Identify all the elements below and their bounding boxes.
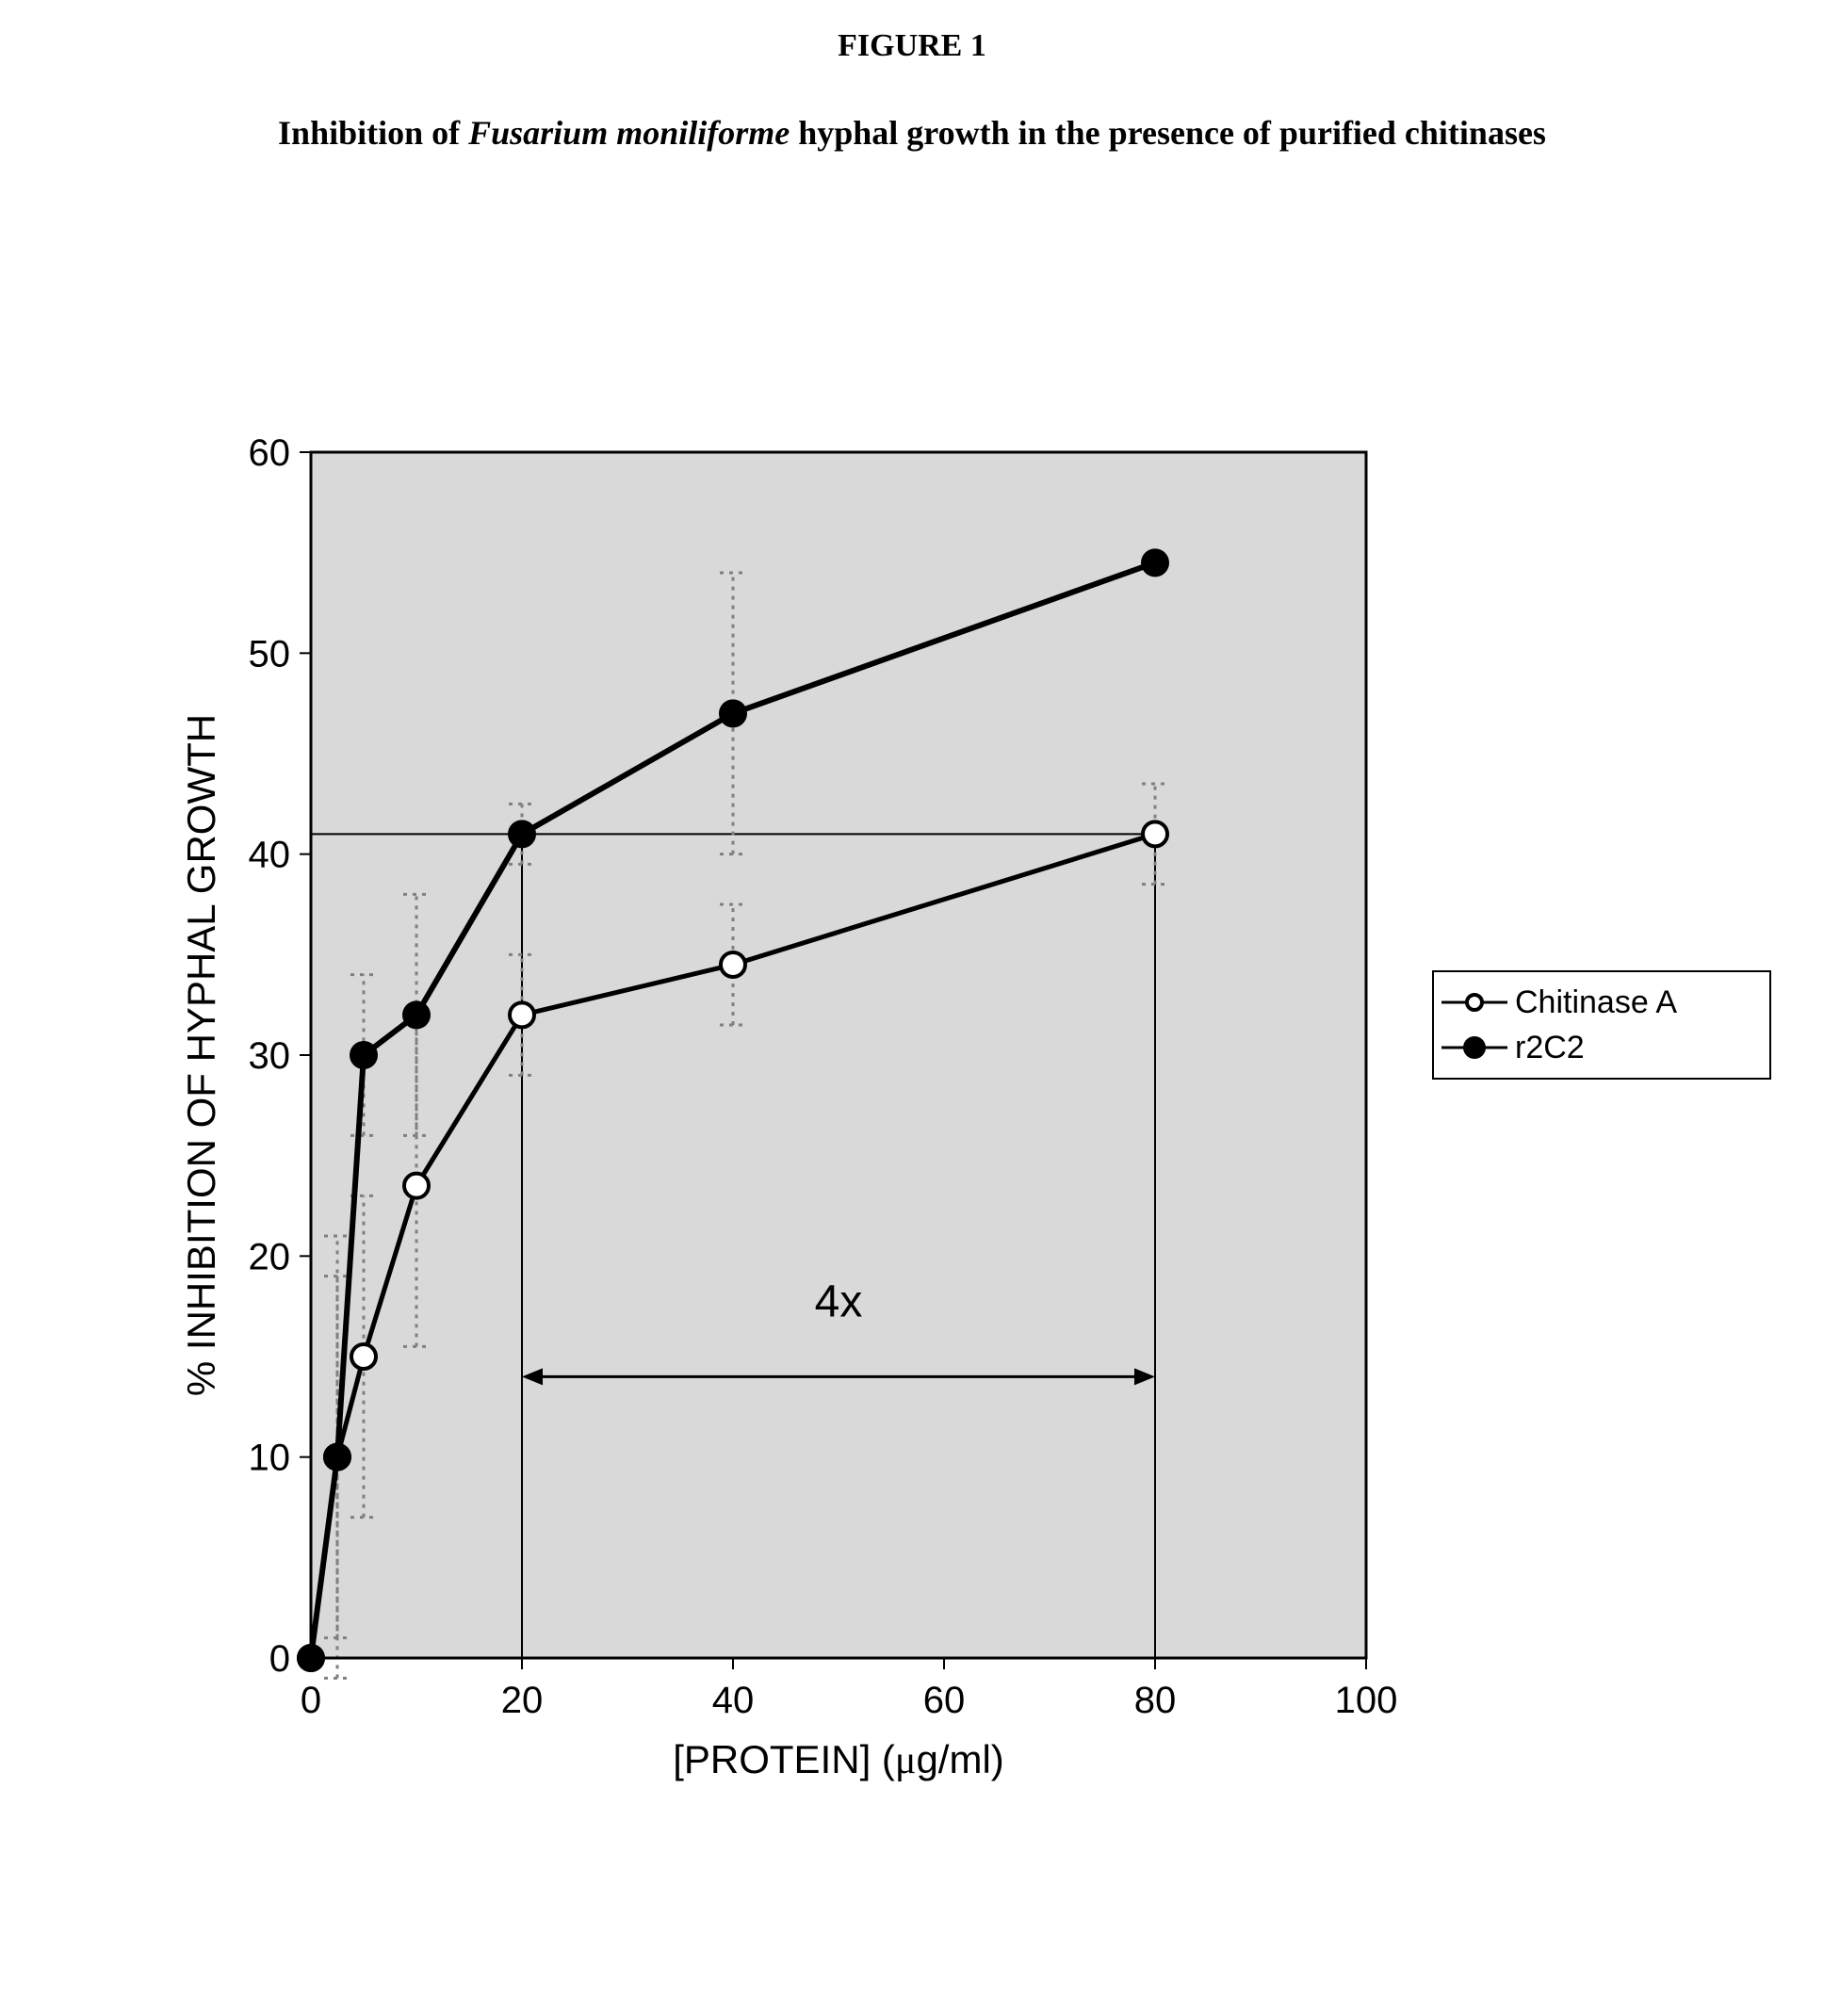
svg-text:% INHIBITION OF HYPHAL GROWTH: % INHIBITION OF HYPHAL GROWTH xyxy=(179,714,223,1396)
svg-text:0: 0 xyxy=(269,1638,290,1680)
figure-caption: Inhibition of Fusarium moniliforme hypha… xyxy=(0,113,1824,153)
legend-swatch xyxy=(1441,980,1507,1025)
svg-text:0: 0 xyxy=(301,1680,321,1721)
svg-text:50: 50 xyxy=(249,633,291,675)
chart: 0 20 40 60 80 100 0 10 20 30 40 50 60 [PROTEIN] (μg/m… xyxy=(170,415,1404,1818)
svg-text:60: 60 xyxy=(923,1680,966,1721)
svg-text:40: 40 xyxy=(712,1680,755,1721)
legend-label: r2C2 xyxy=(1507,1030,1585,1066)
svg-text:20: 20 xyxy=(249,1236,291,1277)
legend: Chitinase A r2C2 xyxy=(1432,970,1771,1080)
svg-text:60: 60 xyxy=(249,432,291,474)
svg-text:10: 10 xyxy=(249,1438,291,1479)
legend-swatch xyxy=(1441,1025,1507,1070)
svg-text:[PROTEIN] (μg/ml): [PROTEIN] (μg/ml) xyxy=(673,1737,1004,1782)
legend-label: Chitinase A xyxy=(1507,984,1677,1021)
page: { "figure_label": "FIGURE 1", "caption_p… xyxy=(0,0,1824,2016)
legend-item: r2C2 xyxy=(1441,1025,1762,1070)
caption-text-suffix: hyphal growth in the presence of purifie… xyxy=(790,114,1546,152)
svg-text:100: 100 xyxy=(1335,1680,1398,1721)
caption-italic: Fusarium moniliforme xyxy=(468,114,790,152)
caption-text-prefix: Inhibition of xyxy=(278,114,468,152)
legend-item: Chitinase A xyxy=(1441,980,1762,1025)
svg-text:80: 80 xyxy=(1134,1680,1177,1721)
svg-text:40: 40 xyxy=(249,835,291,876)
svg-text:20: 20 xyxy=(501,1680,544,1721)
figure-label: FIGURE 1 xyxy=(0,28,1824,64)
chart-svg: 0 20 40 60 80 100 0 10 20 30 40 50 60 [PROTEIN] (μg/m… xyxy=(170,415,1404,1818)
svg-text:30: 30 xyxy=(249,1035,291,1077)
svg-text:4x: 4x xyxy=(815,1276,863,1326)
